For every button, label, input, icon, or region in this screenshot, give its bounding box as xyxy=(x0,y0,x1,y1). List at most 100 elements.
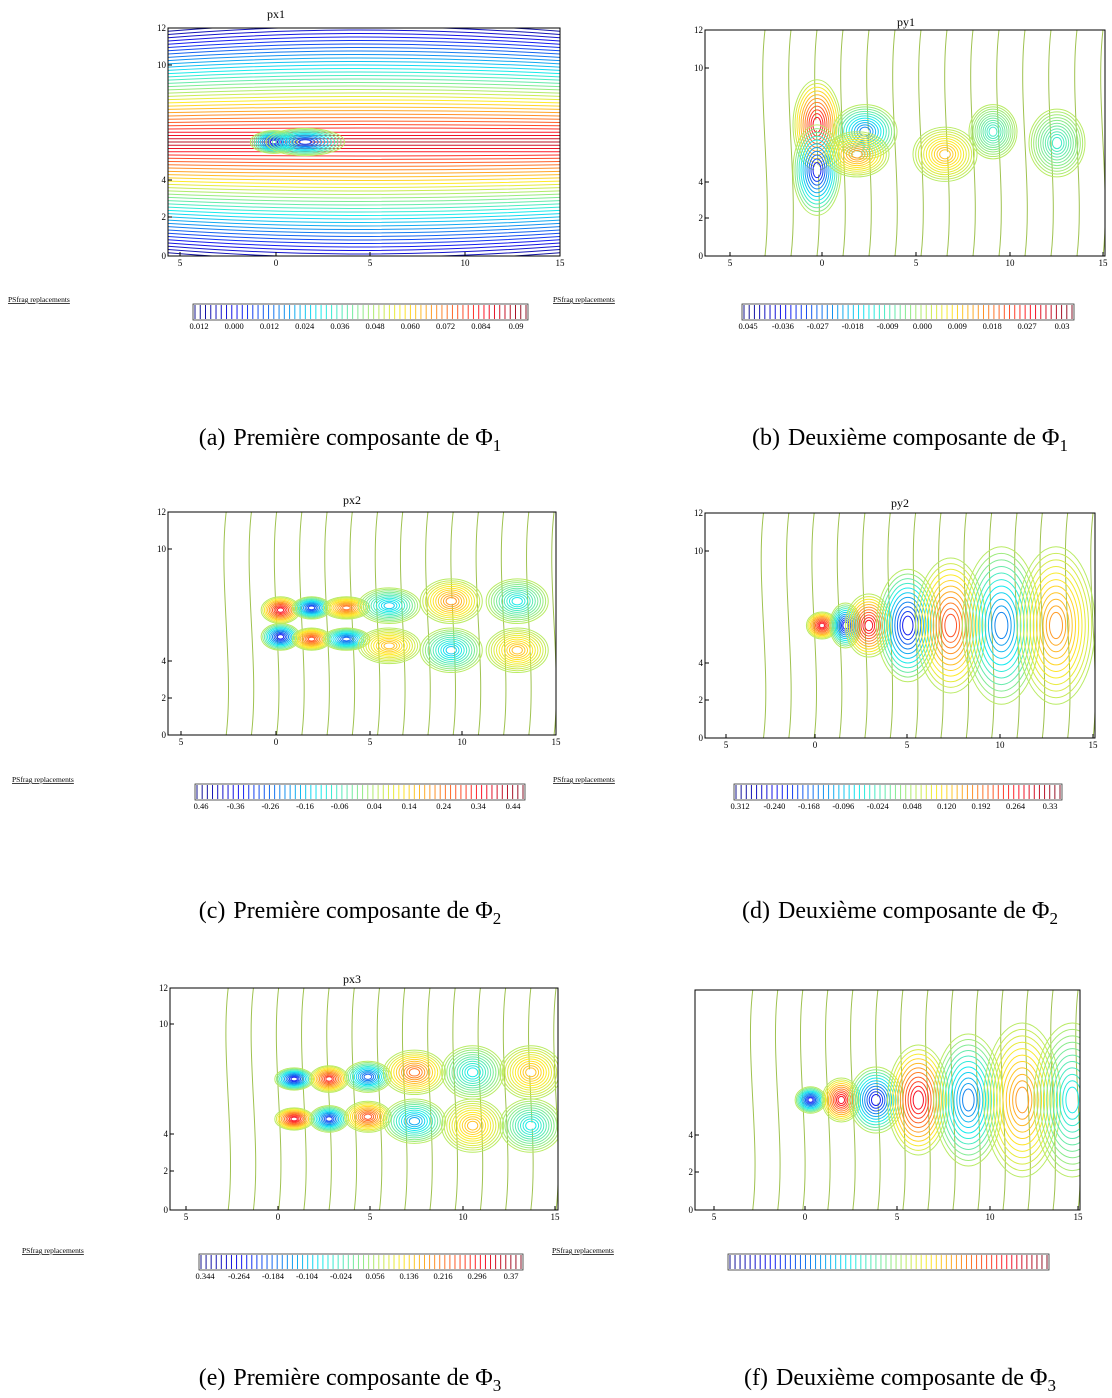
colorbar-label: 0.012 xyxy=(189,321,208,331)
y-tick-label: 10 xyxy=(157,544,167,554)
contour-core xyxy=(448,599,455,604)
contour-line xyxy=(168,217,560,223)
colorbar-label: 0.048 xyxy=(366,321,385,331)
psfrag-note: PSfrag replacements xyxy=(12,775,74,784)
x-tick-label: 0 xyxy=(274,737,279,747)
x-tick-label: 10 xyxy=(459,1212,469,1222)
contour-line xyxy=(226,988,231,1210)
colorbar-label: 0.072 xyxy=(436,321,455,331)
contour-line xyxy=(763,30,768,256)
colorbar-frame xyxy=(728,1254,1049,1270)
contour-core xyxy=(814,165,820,176)
contour-line xyxy=(402,988,407,1210)
contour-field xyxy=(750,990,1110,1210)
colorbar-label: -0.104 xyxy=(296,1271,319,1281)
y-tick-label: 2 xyxy=(162,693,167,703)
colorbar-label: 0.012 xyxy=(260,321,279,331)
contour-line xyxy=(761,513,766,738)
caption-sub: 2 xyxy=(493,909,502,928)
contour-line xyxy=(377,988,382,1210)
contour-core xyxy=(820,624,824,627)
contour-line xyxy=(168,181,560,184)
colorbar-label: 0.036 xyxy=(330,321,349,331)
colorbar-label: 0.296 xyxy=(467,1271,486,1281)
colorbar-label: 0.09 xyxy=(509,321,524,331)
caption-text: Deuxième composante de Φ xyxy=(776,1365,1047,1391)
contour-line xyxy=(168,20,560,28)
contour-field xyxy=(761,513,1095,738)
contour-core xyxy=(469,1069,476,1075)
contour-line xyxy=(168,97,560,100)
colorbar-label: -0.096 xyxy=(832,801,854,811)
contour-core xyxy=(990,128,996,135)
caption-label: (a) xyxy=(199,425,226,451)
colorbar-label: 0.344 xyxy=(195,1271,215,1281)
x-tick-label: 10 xyxy=(1006,258,1016,268)
colorbar-label: 0.03 xyxy=(1055,321,1070,331)
x-tick-label: 0 xyxy=(274,258,279,268)
x-tick-label: 5 xyxy=(179,737,184,747)
colorbar-label: 0.060 xyxy=(401,321,420,331)
colorbar-label: 0.216 xyxy=(433,1271,452,1281)
plot-title: px1 xyxy=(267,7,285,21)
contour-line xyxy=(168,220,560,226)
x-tick-label: 15 xyxy=(1099,258,1109,268)
contour-core xyxy=(839,1097,844,1102)
colorbar-label: -0.06 xyxy=(331,801,349,811)
contour-line xyxy=(327,988,332,1210)
contour-core xyxy=(853,152,861,157)
contour-core xyxy=(385,644,392,648)
contour-core xyxy=(344,638,350,641)
caption-sub: 2 xyxy=(1049,909,1058,928)
x-tick-label: 5 xyxy=(905,740,910,750)
colorbar-label: 0.14 xyxy=(402,801,418,811)
y-tick-label: 4 xyxy=(164,1129,169,1139)
contour-line xyxy=(224,512,229,735)
contour-core xyxy=(915,1093,922,1106)
x-tick-label: 5 xyxy=(184,1212,189,1222)
caption-label: (c) xyxy=(199,898,226,924)
y-tick-label: 2 xyxy=(699,695,704,705)
caption: (d)Deuxième composante de Φ2 xyxy=(742,898,1058,928)
contour-line xyxy=(426,512,431,735)
psfrag-note: PSfrag replacements xyxy=(553,295,615,304)
colorbar-label: -0.36 xyxy=(227,801,245,811)
colorbar-frame xyxy=(742,304,1074,320)
colorbar-label: -0.240 xyxy=(763,801,785,811)
contour-line xyxy=(168,168,560,170)
contour-field xyxy=(168,20,560,265)
contour-core xyxy=(309,638,314,641)
colorbar-label: 0.000 xyxy=(225,321,244,331)
contour-line xyxy=(168,165,560,167)
contour-line xyxy=(168,118,560,120)
x-tick-label: 15 xyxy=(1074,1212,1084,1222)
y-tick-label: 0 xyxy=(699,733,704,743)
contour-line xyxy=(352,988,357,1210)
contour-line xyxy=(527,512,532,735)
contour-core xyxy=(946,617,954,633)
contour-line xyxy=(168,62,560,68)
y-tick-label: 12 xyxy=(694,508,703,518)
colorbar-label: -0.16 xyxy=(296,801,314,811)
contour-line xyxy=(750,990,755,1210)
colorbar-label: 0.018 xyxy=(983,321,1002,331)
contour-line xyxy=(168,155,560,156)
colorbar-label: 0.045 xyxy=(738,321,757,331)
colorbar-label: 0.264 xyxy=(1006,801,1026,811)
colorbar-label: -0.264 xyxy=(228,1271,251,1281)
contour-line xyxy=(350,512,355,735)
caption-sub: 1 xyxy=(493,436,502,455)
y-tick-label: 12 xyxy=(159,983,168,993)
colorbar-label: -0.168 xyxy=(798,801,820,811)
contour-line xyxy=(168,178,560,181)
caption: (e)Première composante de Φ3 xyxy=(199,1365,502,1393)
contour-core xyxy=(1018,1091,1027,1109)
contour-core xyxy=(527,1122,534,1128)
y-tick-label: 2 xyxy=(164,1166,169,1176)
colorbar-label: 0.46 xyxy=(194,801,209,811)
contour-core xyxy=(866,622,872,630)
contour-line xyxy=(168,175,560,177)
